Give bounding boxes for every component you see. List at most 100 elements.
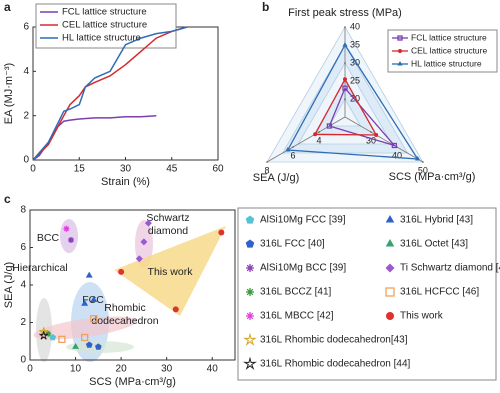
legend-label: HL lattice structure: [411, 58, 482, 68]
y-tick-label: 2: [23, 110, 29, 121]
y-tick-label: 4: [20, 280, 26, 291]
marker: [81, 333, 89, 342]
marker: [95, 343, 102, 350]
axis-tick-label: 40: [350, 21, 360, 31]
y-axis-label: SEA (J/g): [3, 262, 15, 308]
x-tick-label: 60: [212, 164, 224, 175]
marker: [242, 332, 258, 346]
region-shading: [33, 219, 226, 362]
axis-tick: [292, 146, 294, 148]
region-label: BCC: [37, 232, 60, 244]
marker: [90, 315, 98, 323]
marker: [90, 296, 98, 302]
panel-letter: c: [4, 192, 11, 206]
legend-label: 316L FCC [40]: [260, 239, 325, 250]
region-label: Rhombic: [104, 302, 145, 314]
marker: [72, 342, 79, 349]
legend-label: 316L MBCC [42]: [260, 311, 334, 322]
this-work-region: [114, 226, 226, 316]
legend-label: FCL lattice structure: [62, 7, 147, 18]
axis-tick-label: 30: [366, 135, 376, 145]
region-label: dodecahedron: [91, 315, 158, 327]
marker: [385, 287, 395, 297]
y-tick-label: 8: [20, 205, 26, 216]
panel-letter: b: [262, 0, 269, 14]
marker: [246, 264, 254, 272]
axis-tick-label: 8: [265, 165, 270, 175]
x-tick-label: 40: [207, 364, 219, 375]
marker: [242, 356, 258, 370]
x-tick-label: 0: [30, 164, 36, 175]
marker: [245, 215, 255, 224]
x-tick-label: 15: [74, 164, 86, 175]
y-tick-label: 4: [23, 66, 29, 77]
legend-label: 316L Rhombic dodecahedron [44]: [260, 359, 411, 370]
y-tick-label: 0: [20, 355, 26, 366]
panel-letter: a: [4, 0, 11, 14]
marker: [135, 255, 143, 263]
axis-tick-label: 40: [392, 150, 402, 160]
legend-label: 316L Hybrid [43]: [400, 215, 473, 226]
axis-tick-label: 25: [350, 75, 360, 85]
marker: [386, 312, 394, 320]
marker: [85, 341, 93, 348]
marker: [385, 263, 395, 273]
x-axis-label: SCS (MPa·cm³/g): [89, 376, 176, 388]
axis-tick: [344, 26, 346, 28]
legend-label: FCL lattice structure: [411, 32, 487, 42]
axis-tick-label: 50: [418, 165, 428, 175]
marker: [63, 225, 70, 232]
marker: [81, 299, 89, 306]
legend-label: 316L HCFCC [46]: [400, 287, 479, 298]
marker: [49, 334, 57, 341]
radar-series: [328, 86, 397, 147]
marker: [245, 239, 255, 248]
bcc-region: [60, 219, 78, 253]
axis-tick: [266, 161, 268, 163]
marker: [118, 268, 125, 275]
marker: [374, 133, 379, 137]
marker: [342, 42, 348, 47]
legend-label: AlSi10Mg FCC [39]: [260, 215, 346, 226]
legend-label: HL lattice structure: [62, 33, 141, 44]
marker: [58, 335, 66, 344]
marker: [144, 219, 152, 227]
marker: [415, 156, 421, 161]
legend-label: 316L Rhombic dodecahedron[43]: [260, 335, 408, 346]
radar-axis: [344, 116, 424, 163]
series-line: [32, 26, 188, 161]
radar-series: [314, 77, 378, 136]
region-label: Hierarchical: [12, 262, 67, 274]
x-tick-label: 20: [116, 364, 128, 375]
marker: [326, 123, 333, 129]
marker: [85, 271, 93, 278]
marker: [391, 142, 398, 149]
axis-label: SCS (MPa·cm³/g): [389, 171, 476, 183]
x-tick-label: 0: [27, 364, 33, 375]
y-axis-label: EA (MJ·m⁻³): [3, 63, 15, 124]
axis-tick-label: 35: [350, 39, 360, 49]
marker: [397, 35, 403, 41]
legend-label: 316L BCCZ [41]: [260, 287, 332, 298]
rhombic-region: [33, 316, 137, 340]
axis-tick: [422, 161, 424, 163]
marker: [246, 312, 254, 320]
x-tick-label: 10: [70, 364, 82, 375]
series-line: [32, 26, 188, 161]
y-tick-label: 0: [23, 155, 29, 166]
legend-label: AlSi10Mg BCC [39]: [260, 263, 346, 274]
marker: [172, 306, 179, 313]
marker: [140, 238, 148, 246]
marker: [343, 77, 347, 82]
y-tick-label: 2: [20, 317, 26, 328]
axis-tick: [370, 131, 372, 133]
marker: [218, 229, 225, 236]
marker: [398, 49, 402, 53]
axis-tick: [318, 131, 320, 133]
marker: [313, 132, 318, 137]
axis-tick: [344, 98, 346, 100]
axis-label: SEA (J/g): [253, 172, 299, 184]
x-tick-label: 30: [161, 364, 173, 375]
axis-label: First peak stress (MPa): [288, 7, 402, 19]
marker: [39, 330, 49, 340]
